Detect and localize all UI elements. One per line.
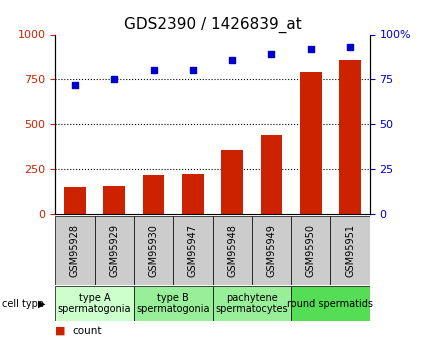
Bar — [291, 216, 331, 285]
Point — [71, 82, 78, 88]
Text: GSM95929: GSM95929 — [109, 224, 119, 277]
Text: ■: ■ — [55, 326, 66, 336]
Text: ▶: ▶ — [38, 299, 46, 308]
Point — [111, 77, 118, 82]
Bar — [55, 216, 94, 285]
Point — [307, 46, 314, 52]
Bar — [134, 216, 173, 285]
Bar — [291, 286, 370, 321]
Text: pachytene
spermatocytes: pachytene spermatocytes — [215, 293, 288, 314]
Text: cell type: cell type — [2, 299, 44, 308]
Text: type B
spermatogonia: type B spermatogonia — [136, 293, 210, 314]
Text: count: count — [72, 326, 102, 336]
Text: GSM95928: GSM95928 — [70, 224, 80, 277]
Bar — [143, 175, 164, 214]
Text: GSM95949: GSM95949 — [266, 224, 277, 277]
Bar — [221, 150, 243, 214]
Bar — [331, 216, 370, 285]
Text: GSM95951: GSM95951 — [345, 224, 355, 277]
Bar — [339, 60, 361, 214]
Text: round spermatids: round spermatids — [287, 299, 374, 308]
Text: GSM95930: GSM95930 — [148, 224, 159, 277]
Point — [268, 51, 275, 57]
Text: GSM95950: GSM95950 — [306, 224, 316, 277]
Text: GSM95948: GSM95948 — [227, 224, 237, 277]
Bar — [64, 187, 86, 214]
Bar — [212, 216, 252, 285]
Bar — [300, 72, 322, 214]
Bar — [55, 286, 134, 321]
Bar — [173, 216, 212, 285]
Bar — [252, 216, 291, 285]
Bar — [103, 186, 125, 214]
Text: GSM95947: GSM95947 — [188, 224, 198, 277]
Point — [229, 57, 235, 62]
Bar — [94, 216, 134, 285]
Bar — [134, 286, 212, 321]
Point — [190, 68, 196, 73]
Text: type A
spermatogonia: type A spermatogonia — [58, 293, 131, 314]
Bar — [261, 135, 282, 214]
Point — [150, 68, 157, 73]
Title: GDS2390 / 1426839_at: GDS2390 / 1426839_at — [124, 17, 301, 33]
Point — [347, 44, 354, 50]
Bar — [182, 175, 204, 214]
Bar — [212, 286, 291, 321]
